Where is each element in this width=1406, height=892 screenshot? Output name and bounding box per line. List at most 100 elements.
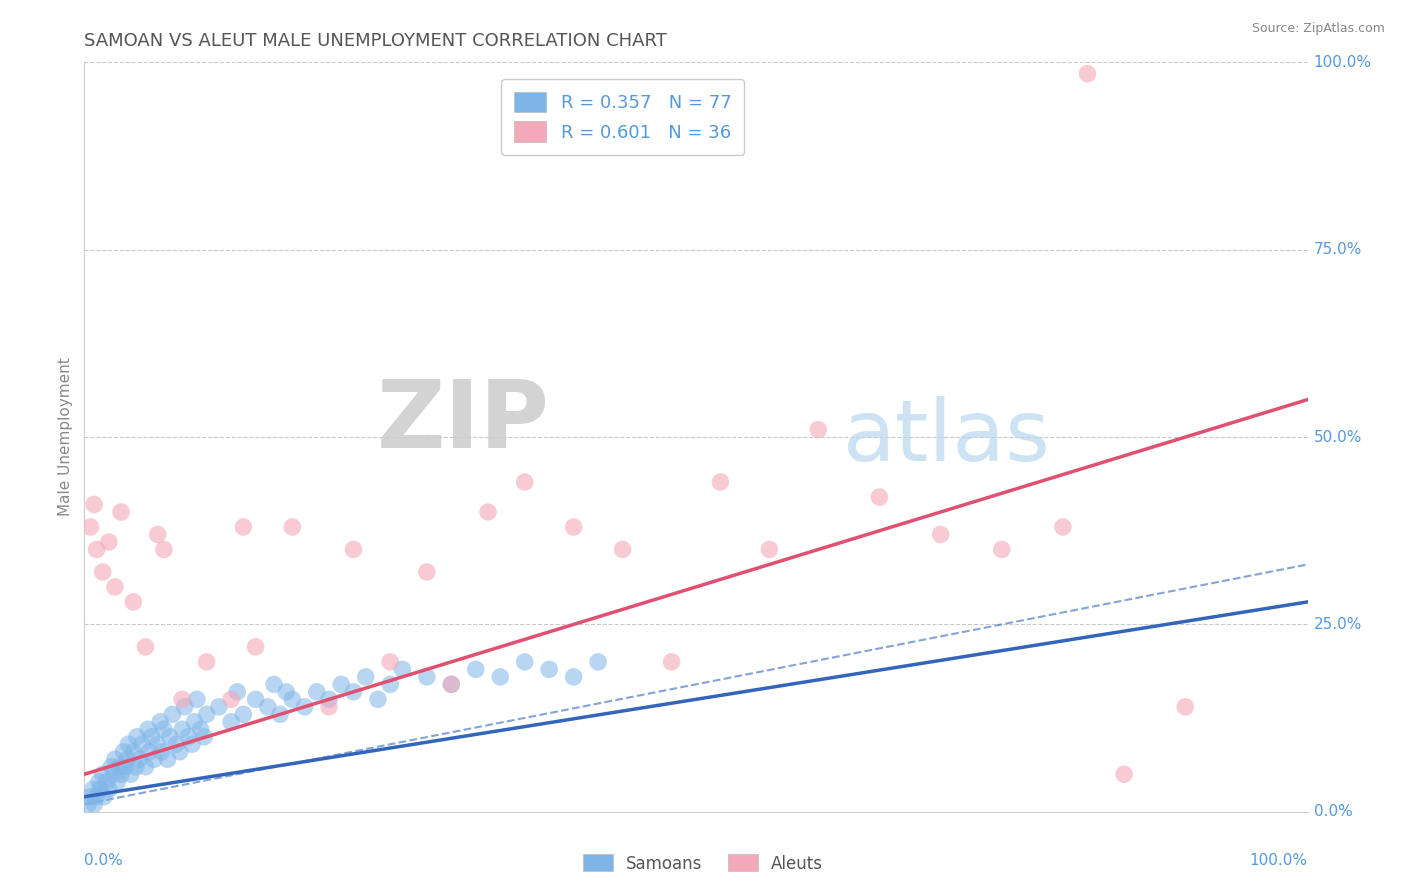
Point [162,707,184,722]
Point [115,752,138,766]
Point [1076,67,1098,81]
Point [97,535,120,549]
Point [416,670,439,684]
Point [869,490,891,504]
Point [354,670,377,684]
Legend: R = 0.357   N = 77, R = 0.601   N = 36: R = 0.357 N = 77, R = 0.601 N = 36 [501,79,744,155]
Point [165,737,187,751]
Point [276,685,298,699]
Point [709,475,731,489]
Point [87,774,110,789]
Point [107,760,129,774]
Point [416,565,439,579]
Point [110,767,132,781]
Point [380,677,402,691]
Point [195,707,218,722]
Point [183,714,205,729]
Point [77,797,100,812]
Point [86,789,108,804]
Point [122,595,145,609]
Point [807,423,830,437]
Point [82,782,104,797]
Point [929,527,952,541]
Point [150,745,173,759]
Point [342,685,364,699]
Point [110,505,132,519]
Point [128,752,150,766]
Point [153,542,176,557]
Point [91,767,114,781]
Point [125,730,148,744]
Point [195,655,218,669]
Point [193,730,215,744]
Point [169,745,191,759]
Point [391,662,413,676]
Point [135,760,157,774]
Point [177,730,200,744]
Point [281,692,304,706]
Text: 0.0%: 0.0% [84,853,124,868]
Point [96,774,118,789]
Point [136,723,159,737]
Point [219,714,242,729]
Point [143,752,166,766]
Text: atlas: atlas [842,395,1050,479]
Point [86,542,108,557]
Point [112,745,135,759]
Point [105,774,128,789]
Point [208,699,231,714]
Point [294,699,316,714]
Point [538,662,561,676]
Point [79,789,101,804]
Point [83,498,105,512]
Text: 100.0%: 100.0% [1250,853,1308,868]
Text: 100.0%: 100.0% [1313,55,1372,70]
Point [146,527,169,541]
Point [513,655,536,669]
Point [330,677,353,691]
Point [135,640,157,654]
Point [149,714,172,729]
Point [114,760,136,774]
Point [172,692,194,706]
Point [125,760,148,774]
Point [318,699,340,714]
Point [83,797,105,812]
Point [1114,767,1136,781]
Point [93,789,115,804]
Point [245,692,267,706]
Point [586,655,609,669]
Y-axis label: Male Unemployment: Male Unemployment [58,358,73,516]
Point [181,737,204,751]
Point [1052,520,1074,534]
Text: SAMOAN VS ALEUT MALE UNEMPLOYMENT CORRELATION CHART: SAMOAN VS ALEUT MALE UNEMPLOYMENT CORREL… [84,32,668,50]
Point [79,520,101,534]
Point [245,640,267,654]
Point [97,782,120,797]
Point [232,707,254,722]
Point [281,520,304,534]
Point [159,730,181,744]
Point [138,745,160,759]
Text: 75.0%: 75.0% [1313,243,1362,257]
Point [104,752,127,766]
Point [440,677,463,691]
Point [269,707,291,722]
Point [257,699,280,714]
Point [190,723,212,737]
Text: ZIP: ZIP [377,376,550,468]
Point [156,752,179,766]
Point [141,730,163,744]
Point [122,745,145,759]
Text: Source: ZipAtlas.com: Source: ZipAtlas.com [1251,22,1385,36]
Point [991,542,1014,557]
Legend: Samoans, Aleuts: Samoans, Aleuts [576,847,830,880]
Point [89,782,111,797]
Point [489,670,512,684]
Point [380,655,402,669]
Point [146,737,169,751]
Point [91,565,114,579]
Point [103,767,125,781]
Text: 50.0%: 50.0% [1313,430,1362,444]
Point [305,685,328,699]
